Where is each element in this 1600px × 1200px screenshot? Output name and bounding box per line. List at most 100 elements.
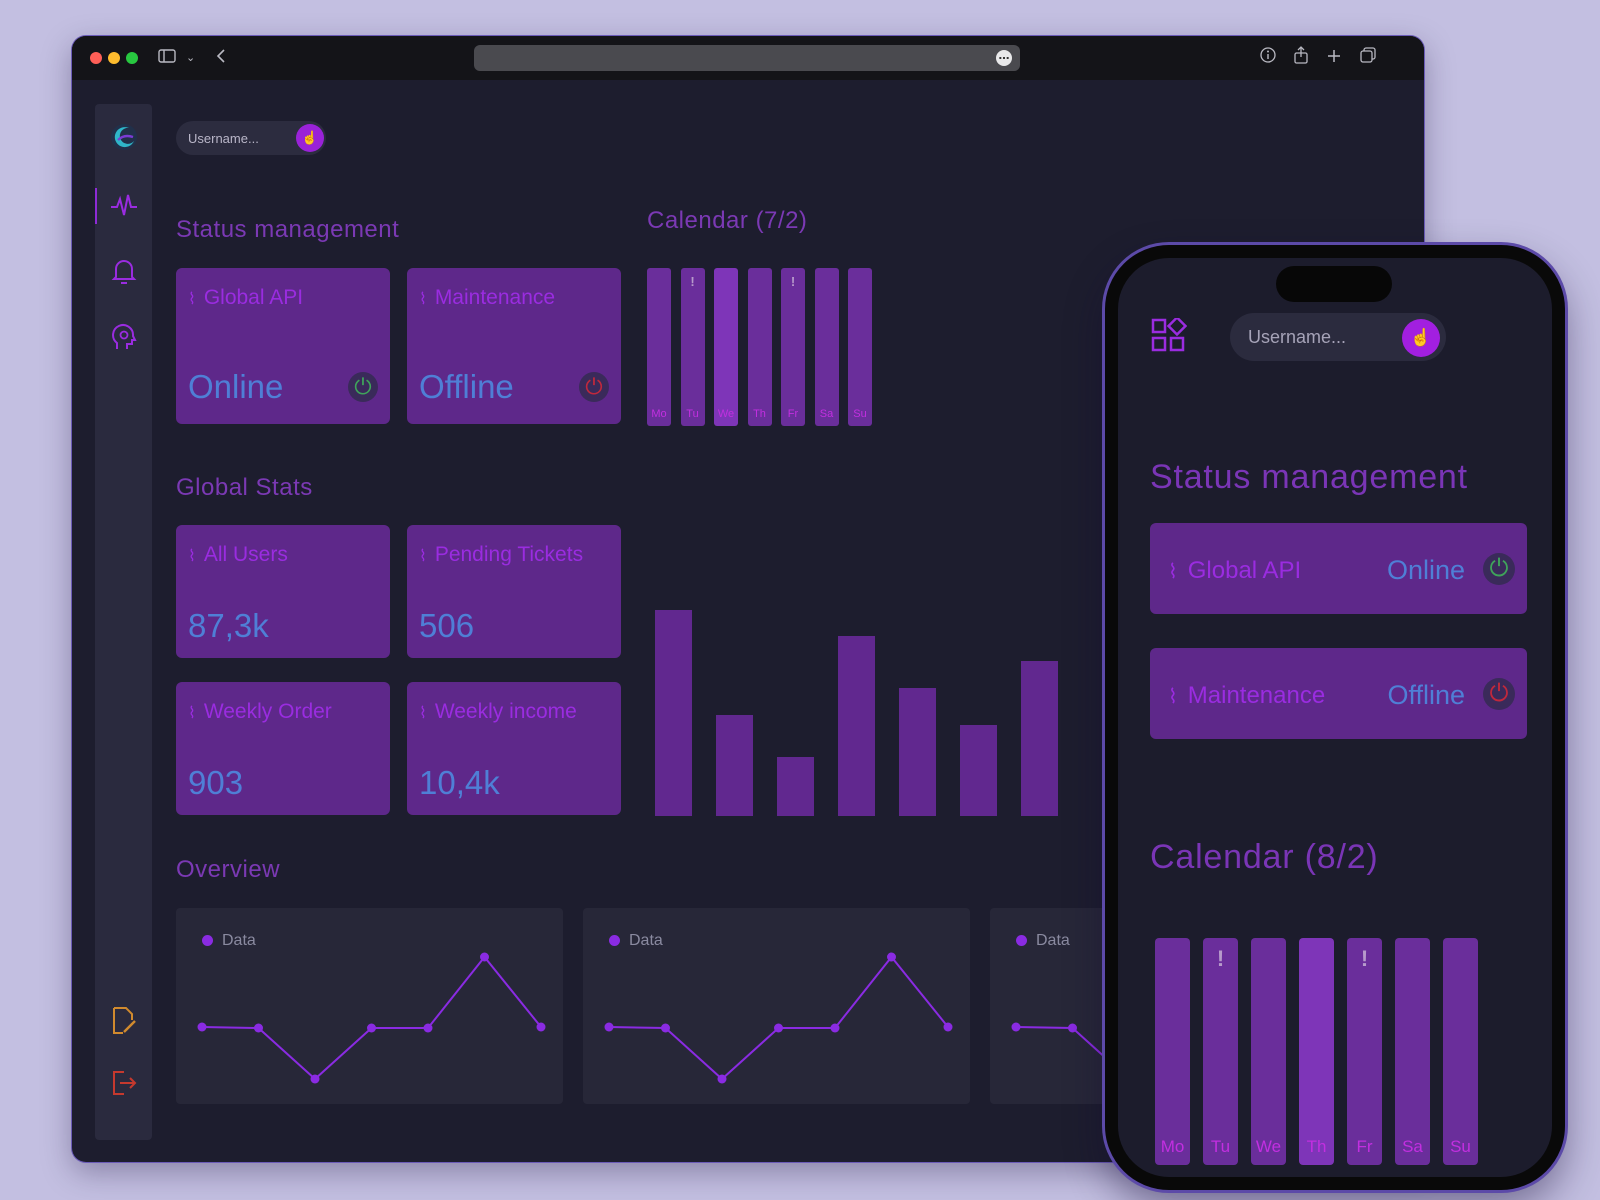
pulse-icon: ⌇ bbox=[188, 548, 196, 565]
pointer-icon[interactable]: ☝ bbox=[1402, 319, 1440, 357]
address-bar[interactable]: … bbox=[474, 45, 1020, 71]
data-point[interactable] bbox=[943, 1022, 953, 1032]
data-point[interactable] bbox=[604, 1022, 614, 1032]
stat-card-weekly-order[interactable]: ⌇ Weekly Order 903 bbox=[176, 682, 390, 815]
data-point[interactable] bbox=[197, 1022, 207, 1032]
new-tab-icon[interactable] bbox=[1327, 46, 1341, 70]
power-icon[interactable]: ⏻ bbox=[1483, 678, 1515, 710]
calendar-day-we[interactable]: We bbox=[714, 268, 738, 426]
pulse-icon: ⌇ bbox=[188, 705, 196, 722]
stat-card-pending-tickets[interactable]: ⌇ Pending Tickets 506 bbox=[407, 525, 621, 658]
overview-card[interactable]: Data bbox=[176, 908, 563, 1104]
chart-bar[interactable] bbox=[899, 688, 936, 816]
legend-dot-icon bbox=[202, 935, 213, 946]
data-point[interactable] bbox=[661, 1023, 670, 1033]
close-window-button[interactable] bbox=[90, 52, 102, 64]
data-point[interactable] bbox=[717, 1074, 727, 1084]
status-label: Global API bbox=[1187, 557, 1302, 584]
power-icon[interactable]: ⏻ bbox=[579, 372, 609, 402]
phone-username-search[interactable]: Username... ☝ bbox=[1230, 313, 1446, 361]
phone-calendar-day-su[interactable]: Su bbox=[1443, 938, 1478, 1165]
apps-icon[interactable] bbox=[1151, 315, 1188, 359]
data-point[interactable] bbox=[536, 1022, 546, 1032]
sidebar-toggle-icon[interactable] bbox=[158, 46, 176, 70]
phone-status-card-maintenance[interactable]: ⌇ Maintenance Offline ⏻ bbox=[1150, 648, 1527, 739]
phone-calendar-day-tu[interactable]: ! Tu bbox=[1203, 938, 1238, 1165]
username-search[interactable]: Username... ☝ bbox=[176, 121, 326, 155]
overview-line-chart bbox=[604, 952, 953, 1084]
day-label: Fr bbox=[1356, 1137, 1373, 1156]
maximize-window-button[interactable] bbox=[126, 52, 138, 64]
alert-icon: ! bbox=[690, 274, 695, 289]
logo-icon[interactable] bbox=[109, 122, 139, 156]
back-icon[interactable] bbox=[216, 46, 226, 70]
calendar-day-fr[interactable]: ! Fr bbox=[781, 268, 805, 426]
calendar-day-su[interactable]: Su bbox=[848, 268, 872, 426]
status-label: Global API bbox=[203, 286, 304, 309]
phone-search-input[interactable]: Username... bbox=[1248, 327, 1347, 347]
day-label: Sa bbox=[1402, 1137, 1423, 1156]
data-point[interactable] bbox=[830, 1023, 840, 1033]
edit-file-icon[interactable] bbox=[110, 1006, 138, 1040]
chart-bar[interactable] bbox=[777, 756, 814, 816]
chart-bar[interactable] bbox=[960, 724, 997, 816]
activity-icon[interactable] bbox=[109, 190, 139, 224]
chart-bar[interactable] bbox=[716, 714, 753, 816]
data-point[interactable] bbox=[1011, 1022, 1021, 1032]
more-icon[interactable]: … bbox=[996, 50, 1012, 66]
day-label: Tu bbox=[1210, 1137, 1231, 1156]
chart-legend: Data bbox=[1016, 932, 1070, 950]
info-icon[interactable] bbox=[1260, 46, 1276, 70]
stat-card-weekly-income[interactable]: ⌇ Weekly income 10,4k bbox=[407, 682, 621, 815]
status-card-global-api[interactable]: ⌇ Global API Online ⏻ bbox=[176, 268, 390, 424]
tabs-overview-icon[interactable] bbox=[1360, 46, 1376, 70]
stat-card-all-users[interactable]: ⌇ All Users 87,3k bbox=[176, 525, 390, 658]
calendar-day-sa[interactable]: Sa bbox=[814, 268, 839, 426]
series-line bbox=[201, 955, 542, 1081]
settings-head-icon[interactable] bbox=[109, 322, 139, 356]
phone-calendar-day-sa[interactable]: Sa bbox=[1395, 938, 1430, 1165]
pulse-icon: ⌇ bbox=[419, 705, 427, 722]
data-point[interactable] bbox=[774, 1023, 783, 1033]
phone-calendar-day-fr[interactable]: ! Fr bbox=[1347, 938, 1382, 1165]
overview-line-chart bbox=[197, 952, 546, 1084]
chart-bar[interactable] bbox=[655, 609, 692, 816]
data-point[interactable] bbox=[254, 1023, 263, 1033]
legend-dot-icon bbox=[1016, 935, 1027, 946]
bell-icon[interactable] bbox=[110, 256, 138, 290]
power-icon[interactable]: ⏻ bbox=[348, 372, 378, 402]
stats-section-title: Global Stats bbox=[176, 474, 313, 501]
chart-bar[interactable] bbox=[838, 635, 875, 816]
calendar-section-title: Calendar (7/2) bbox=[647, 207, 808, 234]
data-point[interactable] bbox=[310, 1074, 320, 1084]
status-label: Maintenance bbox=[1187, 682, 1326, 709]
phone-status-card-global-api[interactable]: ⌇ Global API Online ⏻ bbox=[1150, 523, 1527, 614]
status-value: Offline bbox=[419, 368, 514, 405]
power-icon[interactable]: ⏻ bbox=[1483, 553, 1515, 585]
data-point[interactable] bbox=[887, 952, 896, 962]
search-input[interactable]: Username... bbox=[188, 131, 259, 146]
overview-card[interactable]: Data bbox=[583, 908, 970, 1104]
phone-calendar-day-mo[interactable]: Mo bbox=[1155, 938, 1190, 1165]
chevron-down-icon[interactable]: ⌄ bbox=[186, 51, 196, 64]
data-point[interactable] bbox=[423, 1023, 433, 1033]
share-icon[interactable] bbox=[1294, 46, 1308, 71]
data-point[interactable] bbox=[480, 952, 489, 962]
phone-frame: Username... ☝ Status management ⌇ Global … bbox=[1105, 245, 1565, 1190]
logout-icon[interactable] bbox=[110, 1068, 138, 1102]
pointer-icon[interactable]: ☝ bbox=[296, 124, 324, 152]
calendar-day-mo[interactable]: Mo bbox=[647, 268, 671, 426]
calendar-day-tu[interactable]: ! Tu bbox=[680, 268, 705, 426]
day-label: Tu bbox=[686, 408, 699, 420]
stat-label: All Users bbox=[203, 543, 288, 566]
calendar-day-th[interactable]: Th bbox=[747, 268, 772, 426]
phone-calendar-day-th[interactable]: Th bbox=[1299, 938, 1334, 1165]
chart-bar[interactable] bbox=[1021, 661, 1058, 816]
day-label: Sa bbox=[819, 408, 834, 420]
phone-calendar-day-we[interactable]: We bbox=[1251, 938, 1286, 1165]
status-value: Online bbox=[1386, 555, 1465, 585]
minimize-window-button[interactable] bbox=[108, 52, 120, 64]
data-point[interactable] bbox=[1068, 1023, 1077, 1033]
data-point[interactable] bbox=[367, 1023, 376, 1033]
status-card-maintenance[interactable]: ⌇ Maintenance Offline ⏻ bbox=[407, 268, 621, 424]
